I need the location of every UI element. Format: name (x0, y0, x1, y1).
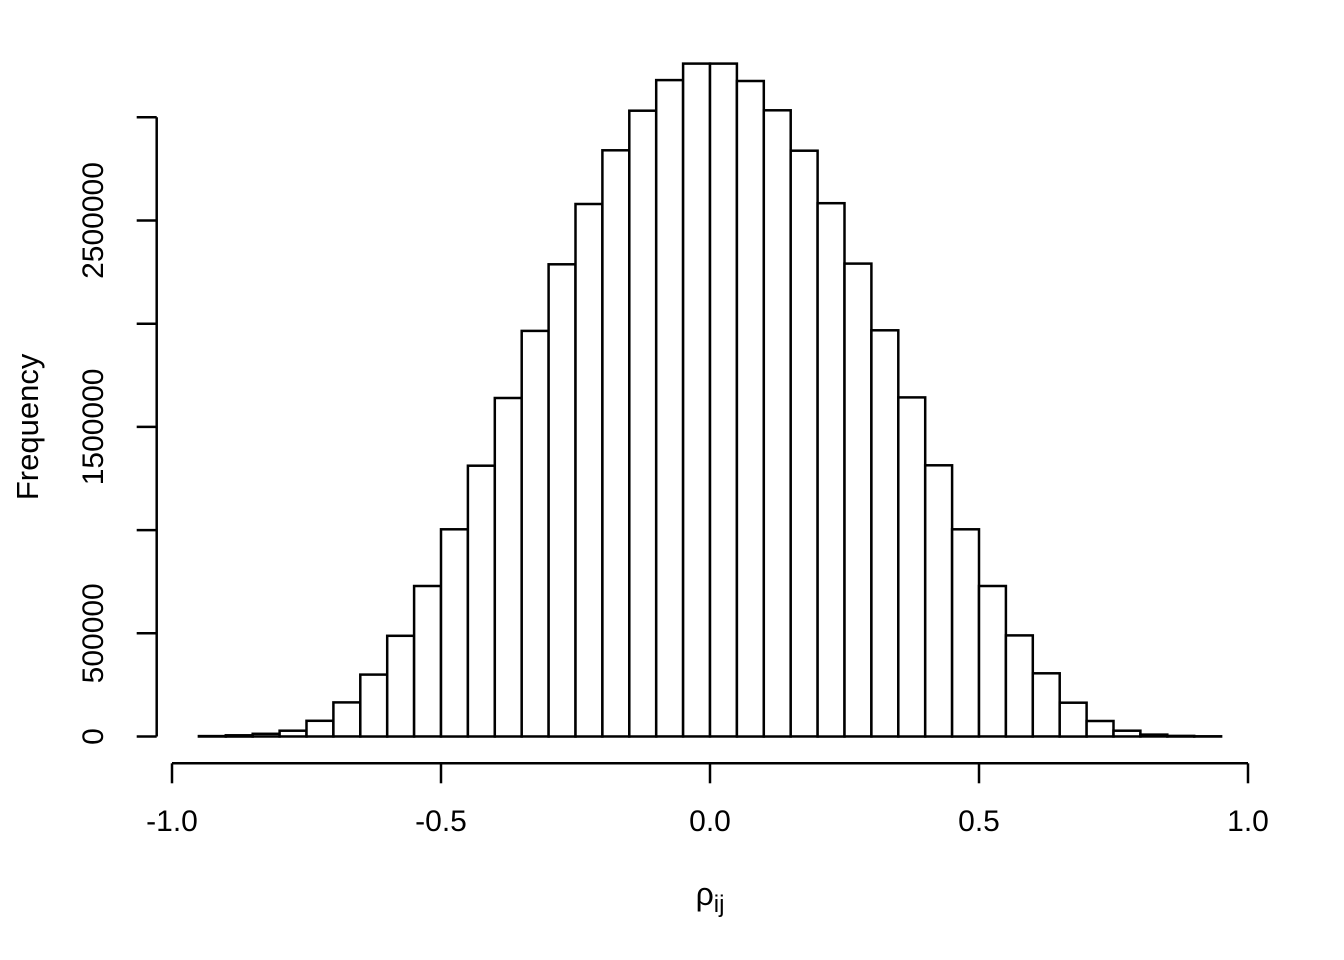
histogram-bar (278, 729, 308, 738)
histogram-bar (789, 149, 819, 738)
histogram-bar (1166, 734, 1196, 738)
histogram-bar (574, 202, 604, 738)
y-tick-label: 500000 (77, 583, 110, 683)
histogram-bars (197, 62, 1223, 738)
histogram-bar (547, 263, 577, 738)
x-tick-label: -0.5 (415, 805, 467, 838)
histogram-bar (816, 201, 846, 738)
histogram-bar (977, 584, 1008, 738)
x-axis-title: ρij (696, 876, 725, 918)
histogram-bar (843, 262, 873, 738)
y-tick-label: 2500000 (77, 162, 110, 279)
y-axis-title: Frequency (10, 353, 45, 500)
histogram-bar (897, 396, 927, 738)
histogram-bar (385, 634, 416, 738)
y-tick-label: 1500000 (77, 369, 110, 486)
histogram-bar (950, 528, 981, 738)
histogram-bar (1112, 729, 1142, 738)
histogram-bar (628, 109, 658, 738)
histogram-bar (735, 79, 766, 738)
histogram-bar (601, 149, 631, 738)
histogram-bar (1058, 701, 1088, 738)
x-tick-label: -1.0 (146, 805, 198, 838)
y-axis: 0 500000 1500000 2500000 (77, 116, 158, 745)
histogram-bar (654, 78, 685, 738)
x-axis: -1.0 -0.5 0.0 0.5 1.0 (146, 762, 1269, 838)
x-tick-label: 1.0 (1227, 805, 1269, 838)
histogram-bar (466, 464, 497, 738)
histogram-bar (1031, 672, 1061, 738)
histogram-bar (359, 673, 389, 738)
x-tick-label: 0.0 (689, 805, 731, 838)
histogram-bar (520, 329, 550, 738)
histogram-bar (305, 719, 335, 738)
histogram-bar (493, 396, 523, 738)
histogram-bar (412, 584, 443, 738)
histogram-bar (332, 701, 362, 738)
histogram-bar (681, 62, 712, 738)
histogram-bar (1004, 634, 1035, 738)
histogram-bar (708, 62, 739, 738)
histogram-bar (251, 732, 281, 738)
x-tick-label: 0.5 (958, 805, 1000, 838)
histogram-bar (439, 528, 470, 738)
y-tick-label: 0 (77, 728, 110, 745)
histogram-bar (762, 109, 792, 738)
histogram-bar (923, 464, 954, 738)
histogram-bar (224, 734, 254, 738)
histogram-bar (1139, 733, 1169, 738)
histogram-bar (1085, 719, 1115, 738)
histogram-bar (870, 329, 900, 738)
